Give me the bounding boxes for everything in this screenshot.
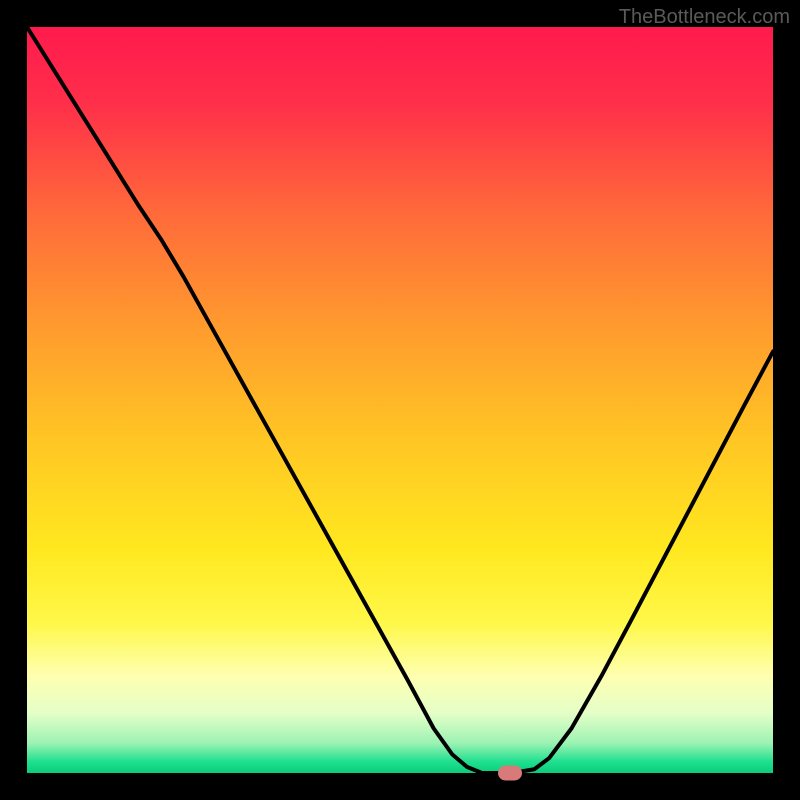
optimal-marker xyxy=(498,766,522,781)
plot-area xyxy=(27,27,773,773)
bottleneck-curve xyxy=(27,27,773,773)
watermark-text: TheBottleneck.com xyxy=(619,6,790,29)
